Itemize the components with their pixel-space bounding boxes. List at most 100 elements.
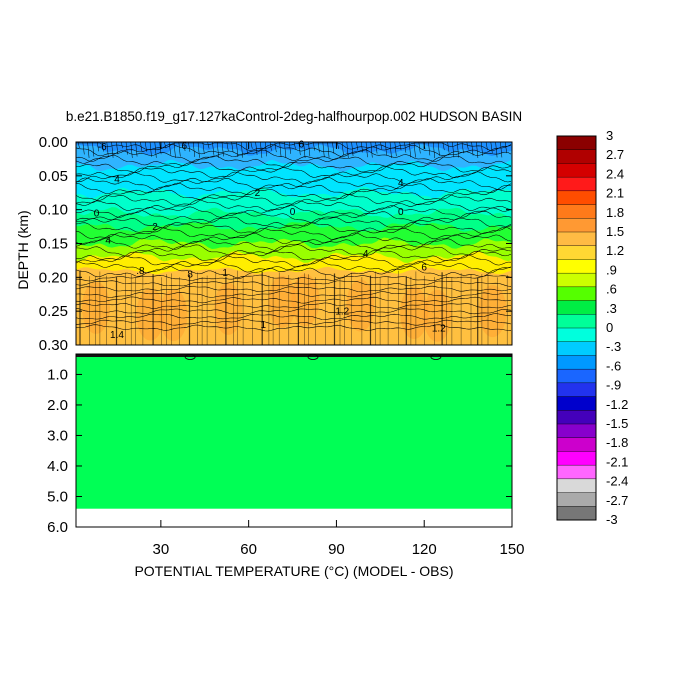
colorbar-label: 1.5 (606, 224, 624, 239)
top-panel: -6 6 6 4 2 4 0 0 0 2 4 4 .8 8 1 6 1.2 1.2 1 1.4 0.00 0.05 0.1… (39, 134, 513, 354)
contour-line (75, 265, 512, 279)
bottom-panel-frame (75, 353, 513, 528)
y-tick-label: 3.0 (47, 427, 68, 444)
contour-label: -6 (98, 142, 107, 153)
contour-line (75, 318, 512, 326)
contour-line (87, 141, 90, 158)
contour-line (173, 141, 176, 158)
contour-line (75, 199, 512, 213)
contour-line (221, 141, 224, 157)
colorbar-swatch (556, 135, 597, 151)
contour-line (452, 141, 455, 158)
colorbar-swatch (556, 204, 597, 219)
colorbar-swatch (556, 506, 597, 521)
contour-line (264, 141, 267, 157)
y-axis-label: DEPTH (km) (15, 210, 31, 289)
colorbar-swatch (556, 355, 597, 370)
contour-line (500, 141, 503, 158)
contour-label: 0 (290, 207, 296, 218)
y-tick-label: 0.30 (39, 337, 68, 354)
contour-line (76, 274, 512, 282)
contour-line (490, 141, 493, 153)
top-band-patch (82, 281, 110, 334)
contour-line (75, 189, 512, 201)
contour-line (437, 141, 440, 156)
contour-line (394, 141, 397, 157)
x-tick-label: 30 (153, 541, 170, 558)
contour-line (245, 141, 248, 154)
contour-line (75, 232, 512, 246)
colorbar-swatch (556, 492, 597, 507)
contour-label: 0 (398, 207, 404, 218)
contour-line (149, 141, 152, 157)
contour-line (442, 141, 445, 151)
contour-line (75, 222, 512, 234)
contour-line (75, 285, 512, 293)
contour-line (399, 141, 402, 151)
contour-label: 8 (187, 269, 193, 280)
colorbar-swatch (556, 327, 597, 343)
contour-line (75, 149, 512, 163)
contour-line (471, 141, 474, 156)
chart-title: b.e21.B1850.f19_g17.127kaControl-2deg-ha… (66, 109, 522, 124)
contour-line (250, 141, 253, 149)
contour-line (75, 166, 512, 179)
top-panel-y-axis: 0.00 0.05 0.10 0.15 0.20 0.25 0.30 (39, 134, 512, 354)
colorbar-label: 2.4 (606, 166, 624, 181)
contour-line (159, 141, 162, 155)
contour-line (404, 141, 407, 153)
colorbar-label: -3 (606, 512, 618, 527)
y-tick-label: 0.00 (39, 134, 68, 151)
contour-line (192, 141, 195, 157)
y-tick-label: 0.15 (39, 236, 68, 253)
colorbar-label: 3 (606, 128, 613, 143)
contour-line (144, 141, 147, 152)
contour-line (154, 141, 157, 158)
bottom-panel-fill (76, 354, 512, 509)
contour-line (75, 161, 512, 173)
contour-label: 6 (421, 263, 427, 274)
contour-line (317, 141, 320, 153)
x-axis-label: POTENTIAL TEMPERATURE (°C) (MODEL - OBS) (134, 563, 453, 579)
contour-line (75, 182, 512, 195)
contour-line (207, 141, 210, 149)
x-tick-label: 60 (240, 541, 257, 558)
x-tick-label: 120 (412, 541, 437, 558)
contour-line (75, 260, 512, 274)
top-band-patch (400, 287, 429, 339)
contour-line (125, 141, 128, 155)
contour-line (303, 141, 306, 159)
contour-line (260, 141, 263, 158)
contour-line (140, 141, 143, 152)
contour-line (360, 141, 363, 153)
colorbar-label: .3 (606, 301, 617, 316)
contour-line (75, 204, 512, 218)
contour-line (216, 141, 219, 158)
contour-line (356, 141, 359, 151)
colorbar-label: -1.8 (606, 435, 628, 450)
contour-line (365, 141, 368, 158)
colorbar: 3 2.7 2.4 2.1 1.8 1.5 1.2 .9 .6 .3 0 -.3 -.6 -.9 -1.2 -… (556, 128, 628, 527)
contour-label: 1.2 (432, 324, 446, 335)
contour-line (341, 141, 344, 156)
colorbar-swatch (556, 272, 597, 288)
colorbar-swatch (556, 341, 597, 356)
contour-line (101, 141, 104, 152)
contour-line (75, 249, 512, 261)
contour-label: 4 (363, 249, 369, 260)
contour-line (75, 291, 512, 298)
contour-line (240, 141, 243, 158)
contour-label: 0 (94, 208, 100, 219)
colorbar-label: .6 (606, 282, 617, 297)
contour-line (75, 143, 512, 157)
contour-line (284, 141, 287, 158)
colorbar-label: -2.7 (606, 493, 628, 508)
contour-line (322, 141, 325, 158)
colorbar-swatch (556, 437, 597, 452)
y-tick-label: 0.25 (39, 303, 68, 320)
y-tick-label: 0.20 (39, 269, 68, 286)
contour-line (120, 141, 123, 149)
colorbar-swatch (556, 410, 597, 425)
contour-line (183, 141, 186, 152)
contour-line (75, 210, 512, 224)
